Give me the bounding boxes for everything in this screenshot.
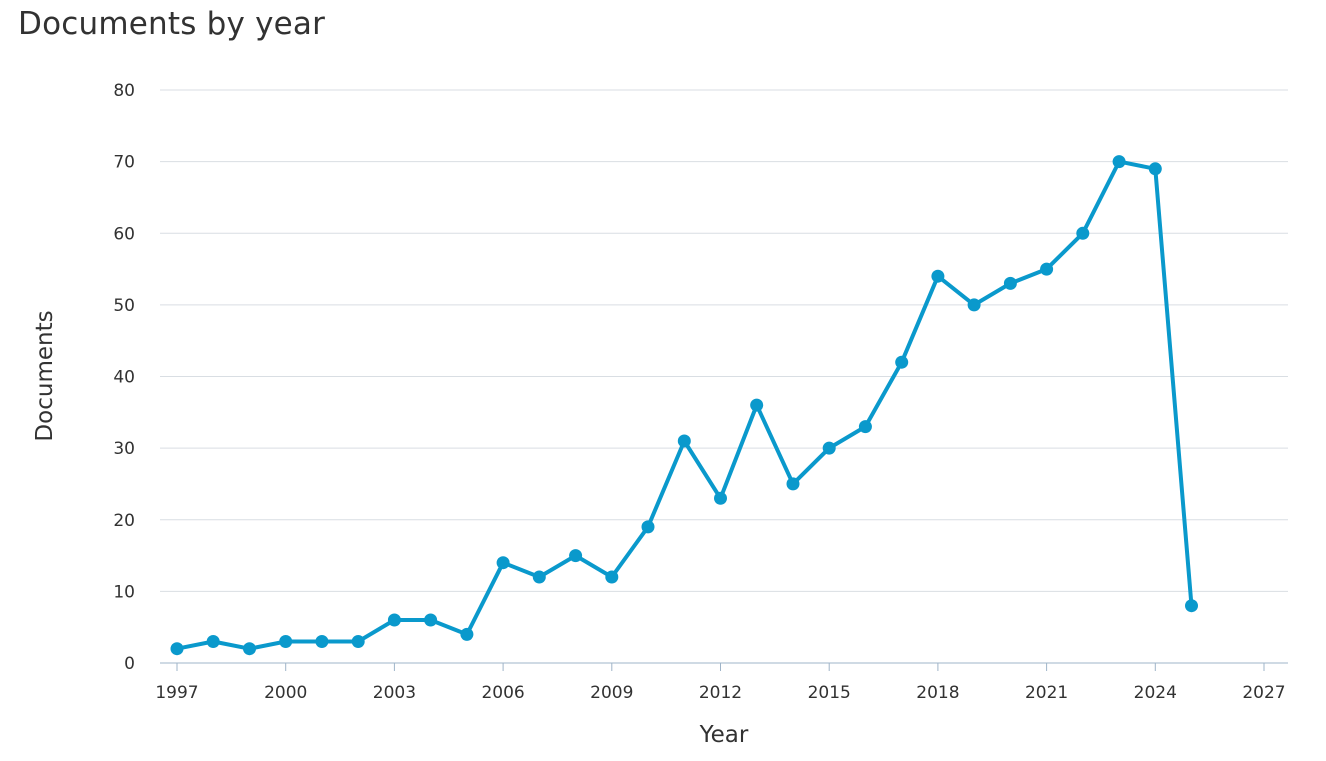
data-point[interactable] xyxy=(786,477,800,491)
gridlines xyxy=(160,89,1288,592)
x-tick-label: 2000 xyxy=(264,683,307,703)
y-tick-label: 40 xyxy=(113,368,135,388)
x-tick-label: 2012 xyxy=(699,683,742,703)
y-tick-label: 0 xyxy=(124,654,135,674)
x-tick-label: 2006 xyxy=(481,683,524,703)
data-point[interactable] xyxy=(1148,162,1162,176)
data-point[interactable] xyxy=(605,570,619,584)
data-point[interactable] xyxy=(750,398,764,412)
data-point[interactable] xyxy=(1040,262,1054,276)
data-point[interactable] xyxy=(387,613,401,627)
y-tick-label: 30 xyxy=(113,439,135,459)
x-tick-label: 2018 xyxy=(916,683,959,703)
data-point[interactable] xyxy=(858,420,872,434)
y-tick-label: 60 xyxy=(113,224,135,244)
series-line-group xyxy=(175,159,1194,651)
y-tick-label: 20 xyxy=(113,511,135,531)
y-tick-label: 70 xyxy=(113,153,135,173)
data-point[interactable] xyxy=(895,355,909,369)
data-point[interactable] xyxy=(460,627,474,641)
data-point[interactable] xyxy=(496,556,510,570)
data-point[interactable] xyxy=(532,570,546,584)
data-point[interactable] xyxy=(1076,226,1090,240)
data-point[interactable] xyxy=(206,635,220,648)
data-point[interactable] xyxy=(822,441,836,455)
x-tick-label: 2003 xyxy=(373,683,416,703)
chart-title: Documents by year xyxy=(18,6,326,42)
data-point[interactable] xyxy=(967,298,981,312)
data-point[interactable] xyxy=(351,635,365,648)
data-point[interactable] xyxy=(315,635,329,648)
y-tick-label: 50 xyxy=(113,296,135,316)
x-axis-title: Year xyxy=(699,722,749,748)
x-tick-label: 2024 xyxy=(1134,683,1177,703)
data-point[interactable] xyxy=(677,434,691,448)
x-tick-label: 2021 xyxy=(1025,683,1068,703)
data-point[interactable] xyxy=(424,613,438,627)
x-tick-label: 2015 xyxy=(808,683,851,703)
y-tick-label: 80 xyxy=(113,81,135,101)
x-tick-label: 2009 xyxy=(590,683,633,703)
series-points xyxy=(170,155,1198,656)
y-tick-label: 10 xyxy=(113,582,135,602)
data-point[interactable] xyxy=(714,491,727,505)
x-tick-label: 2027 xyxy=(1242,683,1285,703)
x-axis: 1997 2000 2003 2006 2009 2012 2015 2018 2021 2024… xyxy=(155,662,1288,703)
data-point[interactable] xyxy=(1112,155,1126,169)
y-axis-title: Documents xyxy=(32,310,58,441)
data-point[interactable] xyxy=(1185,599,1198,613)
data-point[interactable] xyxy=(243,642,256,656)
x-tick-label: 1997 xyxy=(155,683,198,703)
data-point[interactable] xyxy=(641,520,655,534)
data-point[interactable] xyxy=(569,549,583,563)
series-line xyxy=(175,159,1194,651)
data-point[interactable] xyxy=(931,269,945,283)
data-point[interactable] xyxy=(1003,276,1017,290)
data-point[interactable] xyxy=(170,642,184,656)
data-point[interactable] xyxy=(279,635,293,648)
y-axis: 0 10 20 30 40 50 60 70 80 xyxy=(113,81,135,674)
